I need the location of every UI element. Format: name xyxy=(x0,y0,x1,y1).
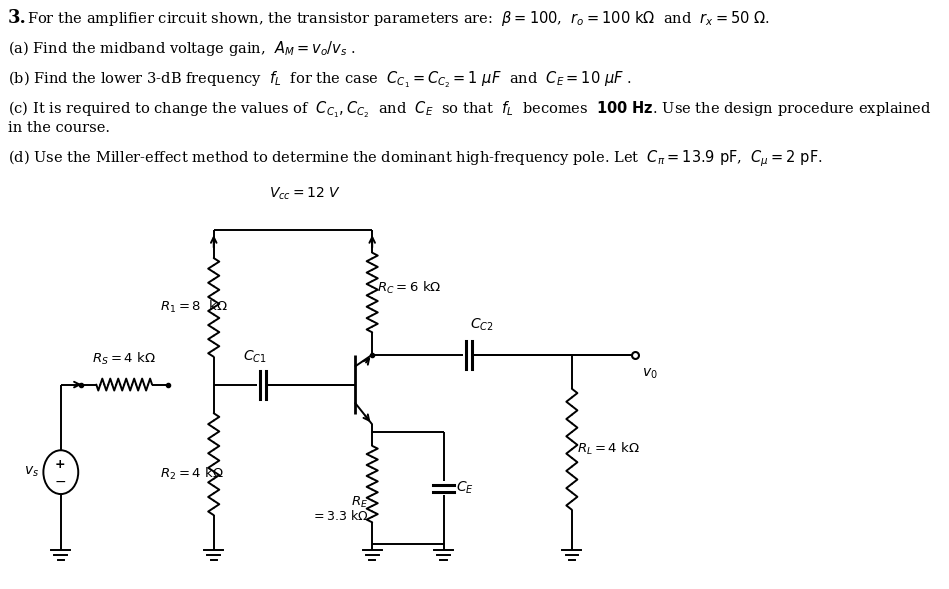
Text: (a) Find the midband voltage gain,  $A_M = v_o/v_s$ .: (a) Find the midband voltage gain, $A_M … xyxy=(8,39,356,58)
Text: $= 3.3\ \mathrm{k}\Omega$: $= 3.3\ \mathrm{k}\Omega$ xyxy=(310,509,368,523)
Text: $C_E$: $C_E$ xyxy=(456,480,474,497)
Text: $R_L = 4\ \mathrm{k}\Omega$: $R_L = 4\ \mathrm{k}\Omega$ xyxy=(577,441,640,457)
Text: $R_1 = 8\ \ \mathrm{k}\Omega$: $R_1 = 8\ \ \mathrm{k}\Omega$ xyxy=(159,299,228,316)
Text: $C_{C1}$: $C_{C1}$ xyxy=(243,348,267,365)
Text: $v_s$: $v_s$ xyxy=(24,465,39,479)
Text: 3.: 3. xyxy=(8,9,27,27)
Text: $R_E$: $R_E$ xyxy=(351,495,368,509)
Text: +: + xyxy=(55,458,65,471)
Text: (c) It is required to change the values of  $C_{C_1}, C_{C_2}$  and  $C_E$  so t: (c) It is required to change the values … xyxy=(8,99,931,120)
Text: −: − xyxy=(54,475,65,489)
Text: $R_S = 4\ \mathrm{k}\Omega$: $R_S = 4\ \mathrm{k}\Omega$ xyxy=(92,350,156,367)
Text: $v_0$: $v_0$ xyxy=(642,367,658,381)
Text: (b) Find the lower 3-dB frequency  $f_L$  for the case  $C_{C_1} = C_{C_2} = 1\ : (b) Find the lower 3-dB frequency $f_L$ … xyxy=(8,69,632,90)
Text: in the course.: in the course. xyxy=(8,121,110,135)
Text: $V_{cc} =12\ V$: $V_{cc} =12\ V$ xyxy=(270,186,342,203)
Text: For the amplifier circuit shown, the transistor parameters are:  $\beta =100$,  : For the amplifier circuit shown, the tra… xyxy=(27,9,770,28)
Text: (d) Use the Miller-effect method to determine the dominant high-frequency pole. : (d) Use the Miller-effect method to dete… xyxy=(8,148,823,169)
Text: $C_{C2}$: $C_{C2}$ xyxy=(471,316,494,333)
Text: $R_2 = 4\ \mathrm{k}\Omega$: $R_2 = 4\ \mathrm{k}\Omega$ xyxy=(159,466,224,482)
Text: $R_C = 6\ \mathrm{k}\Omega$: $R_C = 6\ \mathrm{k}\Omega$ xyxy=(377,280,441,296)
